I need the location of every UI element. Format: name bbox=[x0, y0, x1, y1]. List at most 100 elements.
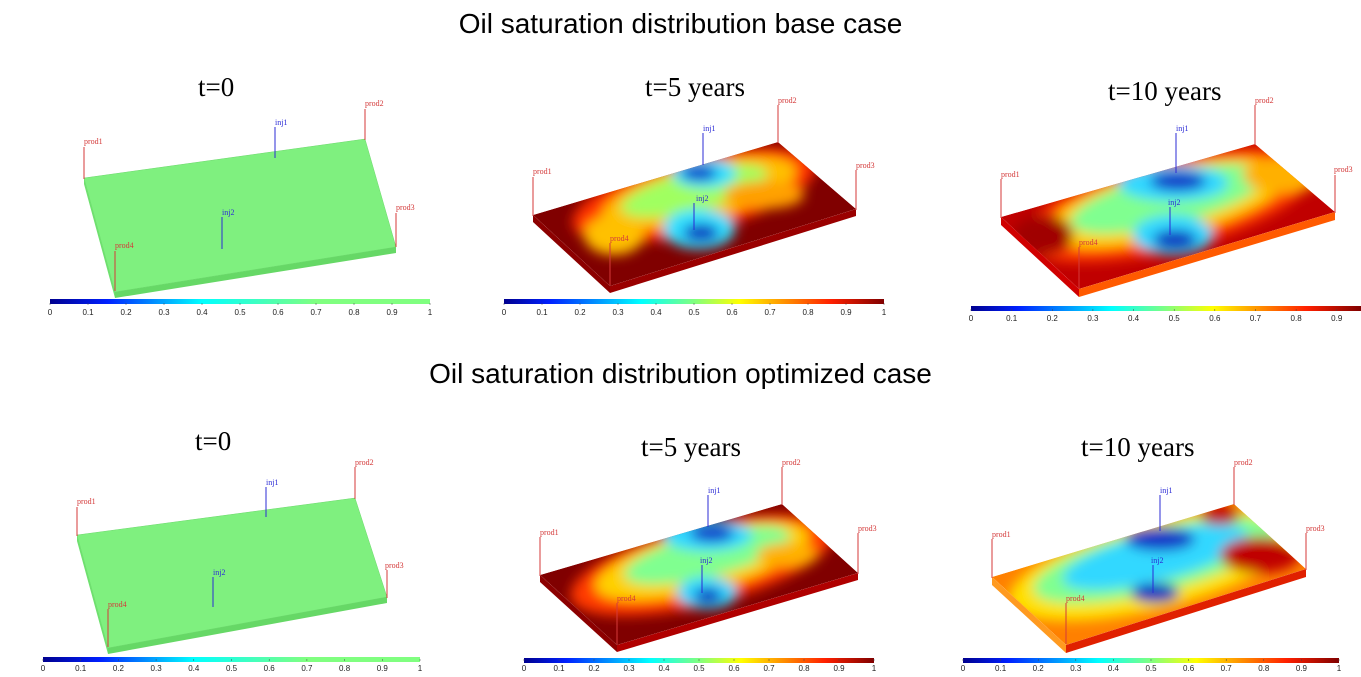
opt-t0-label: t=0 bbox=[195, 426, 232, 456]
colorbar-tick-label: 0.9 bbox=[1331, 314, 1343, 323]
colorbar-tick-label: 0.4 bbox=[196, 308, 208, 317]
colorbar-tick-label: 0.3 bbox=[151, 664, 163, 673]
base-t0-prod4-label: prod4 bbox=[115, 241, 134, 250]
colorbar-tick-label: 0.6 bbox=[264, 664, 276, 673]
colorbar-tick-label: 0.8 bbox=[339, 664, 351, 673]
colorbar-tick-label: 0 bbox=[48, 308, 53, 317]
base-t5-reservoir: prod1 prod2 prod3 prod4 inj1 inj2 0 0.1 0.… bbox=[502, 96, 887, 317]
colorbar-tick-label: 0.3 bbox=[1087, 314, 1099, 323]
base-t5-prod1-label: prod1 bbox=[533, 167, 552, 176]
colorbar-tick-label: 0.1 bbox=[1006, 314, 1018, 323]
colorbar-tick-label: 0.5 bbox=[688, 308, 700, 317]
base-t5-prod4-label: prod4 bbox=[610, 234, 629, 243]
colorbar-tick-label: 0.7 bbox=[1250, 314, 1262, 323]
base-t10-prod3-label: prod3 bbox=[1334, 165, 1353, 174]
opt-t10-prod3-label: prod3 bbox=[1306, 524, 1325, 533]
base-t5-inj1-label: inj1 bbox=[703, 124, 715, 133]
base-t10-prod1-label: prod1 bbox=[1001, 170, 1020, 179]
colorbar-tick-label: 0.5 bbox=[234, 308, 246, 317]
colorbar-tick-label: 0.2 bbox=[588, 664, 600, 673]
colorbar-tick-label: 0 bbox=[961, 664, 966, 673]
colorbar-tick-label: 0.1 bbox=[995, 664, 1007, 673]
base-t10-inj1-label: inj1 bbox=[1176, 124, 1188, 133]
colorbar-tick-label: 0.4 bbox=[1128, 314, 1140, 323]
colorbar-tick-label: 0.9 bbox=[1296, 664, 1308, 673]
colorbar-tick-label: 0 bbox=[969, 314, 974, 323]
opt-t0-inj2-label: inj2 bbox=[213, 568, 225, 577]
colorbar-tick-label: 0.3 bbox=[158, 308, 170, 317]
colorbar-tick-label: 0.2 bbox=[1033, 664, 1045, 673]
base-t0-prod2-label: prod2 bbox=[365, 99, 384, 108]
base-t0-colorbar bbox=[50, 299, 430, 304]
colorbar-tick-label: 0.8 bbox=[348, 308, 360, 317]
base-t0-label: t=0 bbox=[198, 72, 235, 102]
opt-t5-label: t=5 years bbox=[641, 432, 741, 462]
opt-t10-reservoir: prod1 prod2 prod3 prod4 inj1 inj2 0 0.1 0.… bbox=[961, 458, 1342, 673]
base-case-title: Oil saturation distribution base case bbox=[458, 8, 903, 39]
opt-t0-reservoir: prod1 prod2 prod3 prod4 inj1 inj2 0 0.1 0.… bbox=[41, 458, 423, 673]
opt-t5-prod4-label: prod4 bbox=[617, 594, 636, 603]
base-t10-colorbar bbox=[971, 306, 1361, 311]
opt-t10-prod1-label: prod1 bbox=[992, 530, 1011, 539]
opt-t10-label: t=10 years bbox=[1081, 432, 1195, 462]
colorbar-tick-label: 1 bbox=[872, 664, 877, 673]
base-t10-inj2-label: inj2 bbox=[1168, 198, 1180, 207]
colorbar-tick-label: 1 bbox=[1337, 664, 1342, 673]
base-t5-inj2-label: inj2 bbox=[696, 194, 708, 203]
opt-t10-prod4-label: prod4 bbox=[1066, 594, 1085, 603]
colorbar-tick-label: 0.2 bbox=[1047, 314, 1059, 323]
base-t0-inj2-label: inj2 bbox=[222, 208, 234, 217]
opt-t0-inj1-label: inj1 bbox=[266, 478, 278, 487]
colorbar-tick-label: 0.1 bbox=[82, 308, 94, 317]
base-t0-reservoir: prod1 prod2 prod3 prod4 inj1 inj2 0 0.1 0.… bbox=[48, 99, 433, 317]
base-t10-label: t=10 years bbox=[1108, 76, 1222, 106]
colorbar-tick-label: 0.8 bbox=[1258, 664, 1270, 673]
colorbar-tick-label: 1 bbox=[428, 308, 433, 317]
opt-t5-prod1-label: prod1 bbox=[540, 528, 559, 537]
base-t0-prod1-label: prod1 bbox=[84, 137, 103, 146]
opt-t0-prod2-label: prod2 bbox=[355, 458, 374, 467]
opt-t5-inj2-label: inj2 bbox=[700, 556, 712, 565]
opt-t5-reservoir: prod1 prod2 prod3 prod4 inj1 inj2 0 0.1 0.… bbox=[522, 458, 877, 673]
colorbar-tick-label: 0.9 bbox=[840, 308, 852, 317]
colorbar-tick-label: 0.7 bbox=[1221, 664, 1233, 673]
colorbar-tick-label: 0.9 bbox=[377, 664, 389, 673]
colorbar-tick-label: 0.1 bbox=[536, 308, 548, 317]
colorbar-tick-label: 0.9 bbox=[386, 308, 398, 317]
opt-t10-inj1-label: inj1 bbox=[1160, 486, 1172, 495]
colorbar-tick-label: 0.4 bbox=[658, 664, 670, 673]
colorbar-tick-label: 0.3 bbox=[1070, 664, 1082, 673]
colorbar-tick-label: 0.7 bbox=[764, 308, 776, 317]
base-t10-prod4-label: prod4 bbox=[1079, 238, 1098, 247]
opt-t0-prod3-label: prod3 bbox=[385, 561, 404, 570]
colorbar-tick-label: 0 bbox=[41, 664, 46, 673]
colorbar-tick-label: 0.3 bbox=[612, 308, 624, 317]
base-t10-prod2-label: prod2 bbox=[1255, 96, 1274, 105]
opt-t0-prod1-label: prod1 bbox=[77, 497, 96, 506]
colorbar-tick-label: 0.3 bbox=[623, 664, 635, 673]
base-t0-prod3-label: prod3 bbox=[396, 203, 415, 212]
colorbar-tick-label: 1 bbox=[882, 308, 887, 317]
colorbar-tick-label: 0.5 bbox=[1145, 664, 1157, 673]
colorbar-tick-label: 0.8 bbox=[1291, 314, 1303, 323]
opt-t5-prod3-label: prod3 bbox=[858, 524, 877, 533]
colorbar-tick-label: 0.7 bbox=[310, 308, 322, 317]
opt-t5-prod2-label: prod2 bbox=[782, 458, 801, 467]
colorbar-tick-label: 0.8 bbox=[798, 664, 810, 673]
colorbar-tick-label: 0.4 bbox=[1108, 664, 1120, 673]
colorbar-tick-label: 0.2 bbox=[574, 308, 586, 317]
colorbar-tick-label: 0.4 bbox=[650, 308, 662, 317]
colorbar-tick-label: 0.6 bbox=[1183, 664, 1195, 673]
base-t0-inj1-label: inj1 bbox=[275, 118, 287, 127]
colorbar-tick-label: 0.5 bbox=[226, 664, 238, 673]
colorbar-tick-label: 0.5 bbox=[1169, 314, 1181, 323]
colorbar-tick-label: 0.6 bbox=[272, 308, 284, 317]
colorbar-tick-label: 0 bbox=[522, 664, 527, 673]
base-t5-label: t=5 years bbox=[645, 72, 745, 102]
opt-t5-inj1-label: inj1 bbox=[708, 486, 720, 495]
base-t10-reservoir: prod1 prod2 prod3 prod4 inj1 inj2 0 0.1 0.… bbox=[969, 96, 1361, 323]
colorbar-tick-label: 0.9 bbox=[833, 664, 845, 673]
base-t5-prod2-label: prod2 bbox=[778, 96, 797, 105]
opt-t0-prod4-label: prod4 bbox=[108, 600, 127, 609]
colorbar-tick-label: 0.1 bbox=[553, 664, 565, 673]
